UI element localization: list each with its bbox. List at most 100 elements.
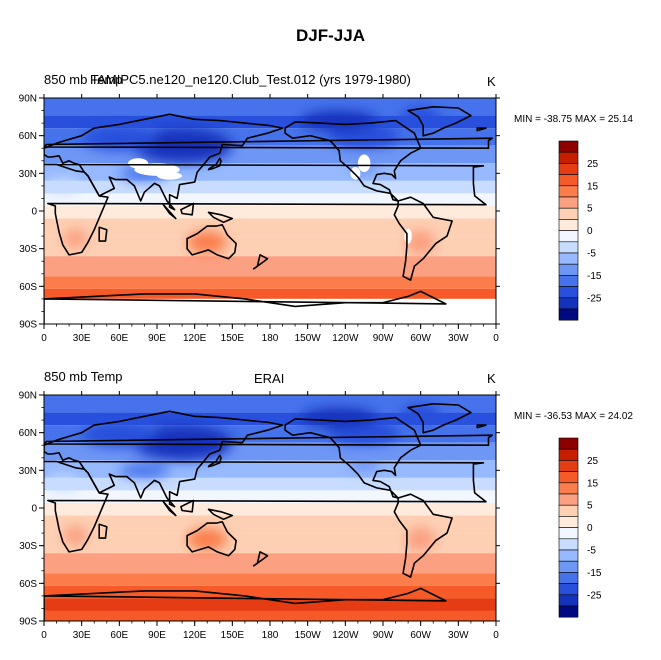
colorbar-swatch <box>558 460 579 472</box>
coastline <box>207 157 222 171</box>
contour-band <box>44 193 496 206</box>
panel-center-label: ERAI <box>254 371 285 386</box>
colorbar-swatch <box>558 241 579 254</box>
panel-units-label: K <box>487 74 496 89</box>
coastline <box>207 211 234 224</box>
contour-band <box>44 585 496 599</box>
colorbar: 25 15 5 0 -5 -15 -25 <box>558 140 602 321</box>
colorbar-swatch <box>558 448 579 461</box>
colorbar-label: 15 <box>587 478 599 489</box>
y-tick-label: 30S <box>19 244 37 255</box>
colorbar-swatch <box>558 308 579 321</box>
coastline <box>407 106 472 137</box>
contour-band <box>44 502 496 516</box>
contour-band <box>44 395 496 413</box>
contour-band <box>44 412 496 426</box>
colorbar-swatch <box>558 263 579 276</box>
y-tick-label: 60N <box>19 131 37 142</box>
y-tick-label: 60S <box>19 282 37 293</box>
coastline <box>393 196 453 281</box>
colorbar-swatch <box>558 185 579 198</box>
coastline <box>98 523 108 539</box>
x-tick-label: 30W <box>448 333 469 344</box>
panel-left-label: 850 mb Temp <box>44 369 123 384</box>
contour-band <box>44 598 496 611</box>
coastline <box>476 127 487 132</box>
missing-data-region <box>357 154 371 173</box>
x-tick-label: 120E <box>183 630 207 641</box>
contour-band <box>44 205 496 219</box>
colorbar-label: 15 <box>587 181 599 192</box>
contour-region <box>405 526 436 552</box>
missing-data-region <box>157 172 183 180</box>
x-tick-label: 0 <box>493 630 499 641</box>
coastline <box>207 454 222 468</box>
contour-band <box>44 573 496 586</box>
colorbar-swatch <box>558 493 579 506</box>
coastline <box>44 434 493 446</box>
colorbar-swatch <box>558 252 579 265</box>
x-tick-label: 60E <box>110 333 128 344</box>
contour-region <box>45 178 81 194</box>
min-max-label: MIN = -38.75 MAX = 25.14 <box>514 114 633 125</box>
contour-region <box>119 462 170 478</box>
x-tick-label: 0 <box>41 630 47 641</box>
temperature-field <box>44 395 496 621</box>
coastline <box>186 521 237 557</box>
colorbar-swatch <box>558 527 579 540</box>
coastline <box>162 500 177 517</box>
contour-band <box>44 98 496 116</box>
coastline <box>44 460 487 553</box>
map-plot: 0 30E 60E 90E 120E 150E 180 150W 120W 90W 60W 30W 09… <box>19 94 500 344</box>
coastline <box>44 290 447 324</box>
colorbar-swatch <box>558 504 579 517</box>
x-tick-label: 180 <box>262 630 279 641</box>
contour-band <box>44 115 496 129</box>
colorbar-swatch <box>558 437 579 450</box>
colorbar-swatch <box>558 207 579 220</box>
colorbar-swatch <box>558 560 579 573</box>
y-tick-label: 90N <box>19 94 37 105</box>
x-tick-label: 150E <box>221 333 245 344</box>
contour-band <box>44 276 496 289</box>
colorbar-swatch <box>558 275 579 287</box>
contour-region <box>301 110 377 131</box>
coastline <box>252 254 269 270</box>
colorbar-label: -25 <box>587 293 602 304</box>
x-tick-label: 90W <box>373 333 394 344</box>
colorbar-swatch <box>558 151 579 164</box>
colorbar-swatch <box>558 538 579 551</box>
contour-band <box>44 288 496 299</box>
contour-region <box>187 528 228 551</box>
y-tick-label: 0 <box>31 504 37 515</box>
coastline <box>407 403 472 434</box>
colorbar-label: 5 <box>587 204 593 215</box>
contour-band <box>44 256 496 277</box>
y-tick-label: 60N <box>19 428 37 439</box>
panel-center-label: FAMIPC5.ne120_ne120.Club_Test.012 (yrs 1… <box>90 72 411 87</box>
coastline <box>393 493 453 578</box>
x-tick-label: 0 <box>41 333 47 344</box>
coastline <box>180 499 195 513</box>
coastline <box>476 424 487 429</box>
contour-band <box>44 533 496 554</box>
coastline <box>44 137 493 149</box>
x-tick-label: 60W <box>410 333 431 344</box>
contour-band <box>44 553 496 574</box>
x-tick-label: 60E <box>110 630 128 641</box>
x-tick-label: 60W <box>410 630 431 641</box>
contour-region <box>62 525 88 546</box>
coastline <box>44 163 487 256</box>
x-tick-label: 30W <box>448 630 469 641</box>
missing-data-region <box>128 158 149 169</box>
coastline <box>162 203 177 220</box>
x-tick-label: 90W <box>373 630 394 641</box>
colorbar-label: -25 <box>587 590 602 601</box>
contour-band <box>44 236 496 257</box>
colorbar-swatch <box>558 583 579 596</box>
colorbar-label: 0 <box>587 523 593 534</box>
y-tick-label: 0 <box>31 207 37 218</box>
colorbar-label: 0 <box>587 226 593 237</box>
